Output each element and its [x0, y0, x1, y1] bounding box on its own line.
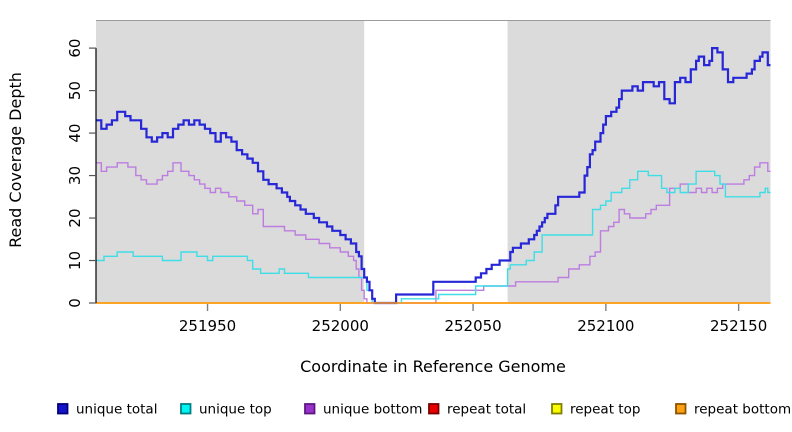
legend-swatch-repeat-total — [428, 403, 440, 415]
legend-label-repeat-bottom: repeat bottom — [694, 402, 791, 418]
legend-swatch-unique-top — [180, 403, 192, 415]
x-tick-label: 252150 — [710, 317, 767, 335]
y-tick-label: 10 — [66, 251, 84, 270]
x-tick-label: 252100 — [577, 317, 634, 335]
y-axis-title: Read Coverage Depth — [6, 72, 25, 248]
series-line-unique-total — [96, 47, 771, 305]
x-tick-label: 252000 — [312, 317, 369, 335]
legend-swatch-repeat-bottom — [675, 403, 687, 415]
legend: unique total unique top unique bottom repea… — [57, 402, 791, 418]
y-tick-label: 20 — [66, 208, 84, 227]
highlight-band — [364, 20, 508, 303]
legend-label-unique-total: unique total — [76, 402, 157, 418]
y-tick-label: 40 — [66, 124, 84, 143]
legend-label-unique-top: unique top — [199, 402, 272, 418]
plot-area — [96, 20, 771, 305]
x-tick-label: 251950 — [179, 317, 236, 335]
y-tick-label: 60 — [66, 39, 84, 58]
y-tick-label: 50 — [66, 81, 84, 100]
legend-swatch-unique-total — [57, 403, 69, 415]
legend-label-unique-bottom: unique bottom — [323, 402, 422, 418]
axes: 0 10 20 30 40 50 60 251950 252000 252050 252100 252… — [66, 39, 767, 335]
y-tick-label: 30 — [66, 166, 84, 185]
x-tick-label: 252050 — [444, 317, 501, 335]
legend-swatch-repeat-top — [551, 403, 563, 415]
y-tick-label: 0 — [66, 298, 84, 308]
legend-label-repeat-top: repeat top — [570, 402, 640, 418]
series-line-unique-top — [96, 170, 771, 304]
x-axis-title: Coordinate in Reference Genome — [300, 357, 566, 376]
legend-label-repeat-total: repeat total — [447, 402, 526, 418]
legend-swatch-unique-bottom — [304, 403, 316, 415]
